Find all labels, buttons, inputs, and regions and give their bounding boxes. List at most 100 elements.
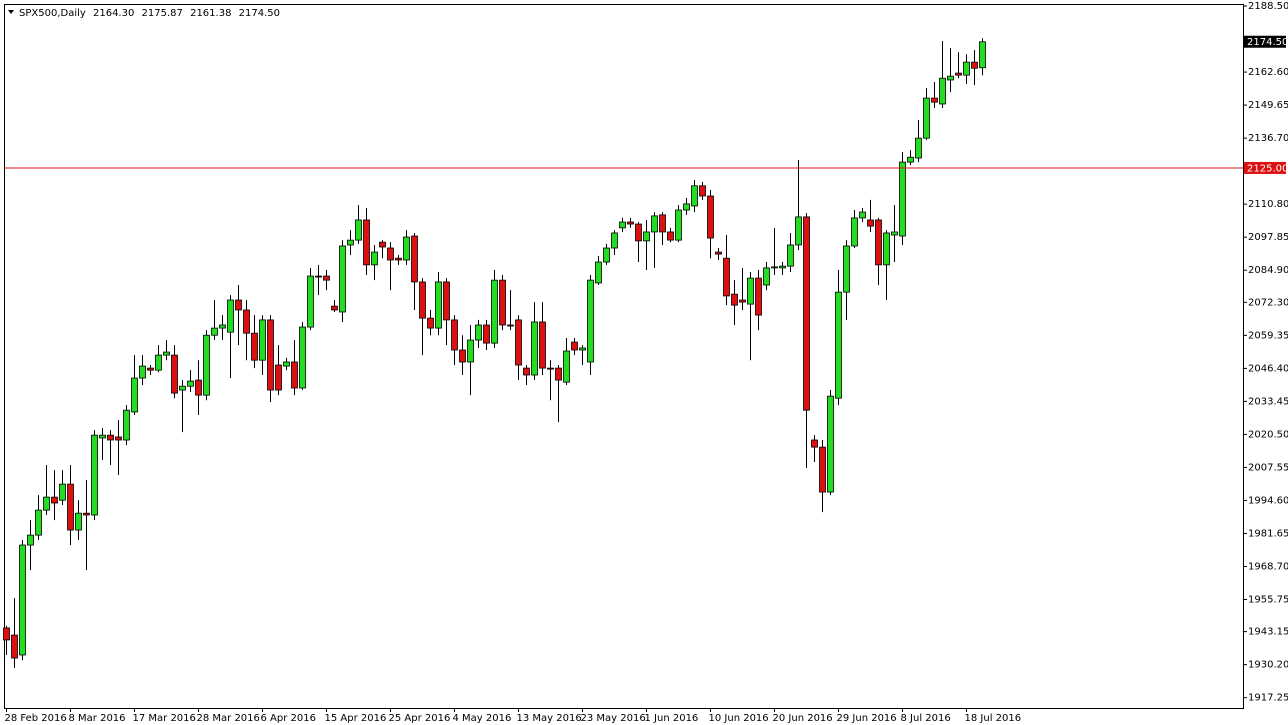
menu-arrow[interactable]: [8, 10, 14, 14]
y-tick-label: 2110.80: [1248, 199, 1288, 210]
bull-candle-body: [123, 409, 130, 441]
bear-candle-body: [723, 257, 730, 297]
bear-candle-body: [331, 305, 338, 311]
bull-candle-body: [27, 534, 34, 546]
bear-candle-body: [667, 231, 674, 241]
y-tick-label: 2020.50: [1248, 429, 1288, 440]
bear-candle-body: [291, 361, 298, 389]
bear-candle-body: [635, 223, 642, 242]
bear-candle-body: [411, 235, 418, 283]
bear-candle-body: [267, 319, 274, 391]
bull-candle-body: [211, 327, 218, 336]
x-tick-label: 23 May 2016: [581, 713, 646, 724]
bear-candle-body: [803, 216, 810, 411]
y-tick-label: 1955.75: [1248, 595, 1288, 606]
x-tick-label: 28 Mar 2016: [197, 713, 260, 724]
bear-candle-body: [707, 195, 714, 239]
bull-candle-body: [563, 350, 570, 383]
x-tick-label: 8 Jul 2016: [901, 713, 951, 724]
bear-candle-body: [83, 512, 90, 516]
y-tick-label: 2033.45: [1248, 396, 1288, 407]
x-tick-label: 4 May 2016: [453, 713, 512, 724]
bear-candle-body: [547, 367, 554, 370]
bull-candle-body: [187, 380, 194, 387]
bear-candle-body: [515, 319, 522, 366]
x-tick-label: 13 May 2016: [517, 713, 582, 724]
chart-title: SPX500,Daily: [19, 8, 86, 19]
bull-candle-body: [851, 217, 858, 247]
bear-candle-body: [459, 349, 466, 363]
bull-candle-body: [899, 161, 906, 237]
y-tick-label: 1917.25: [1248, 693, 1288, 704]
x-tick-label: 28 Feb 2016: [5, 713, 67, 724]
bear-candle-body: [195, 379, 202, 396]
bull-candle-body: [947, 75, 954, 81]
bear-candle-body: [571, 341, 578, 351]
bull-candle-body: [43, 496, 50, 511]
bear-candle-body: [867, 219, 874, 227]
bull-candle-body: [907, 156, 914, 163]
bull-candle-body: [691, 185, 698, 207]
bull-candle-body: [595, 261, 602, 284]
bear-candle-body: [875, 219, 882, 266]
bear-candle-body: [451, 319, 458, 351]
y-tick-label: 2046.40: [1248, 363, 1288, 374]
bull-candle-body: [859, 211, 866, 219]
y-tick-label: 2007.55: [1248, 462, 1288, 473]
y-tick-label: 2097.85: [1248, 232, 1288, 243]
bear-candle-body: [115, 436, 122, 441]
bear-candle-body: [171, 354, 178, 394]
bear-candle-body: [739, 299, 746, 303]
bull-candle-body: [219, 324, 226, 329]
bull-candle-body: [163, 351, 170, 356]
bull-candle-body: [771, 266, 778, 269]
bear-candle-body: [379, 241, 386, 248]
bull-candle-body: [963, 61, 970, 76]
y-tick-label: 2084.90: [1248, 265, 1288, 276]
bull-candle-body: [91, 434, 98, 516]
bull-candle-body: [843, 245, 850, 293]
close-label: 2174.50: [239, 8, 280, 19]
x-tick-label: 10 Jun 2016: [709, 713, 769, 724]
bear-candle-body: [243, 309, 250, 334]
bull-candle-body: [939, 77, 946, 105]
x-tick-label: 25 Apr 2016: [389, 713, 451, 724]
bear-candle-body: [51, 496, 58, 504]
bear-candle-body: [627, 221, 634, 225]
bull-candle-body: [883, 232, 890, 266]
bull-candle-body: [827, 395, 834, 493]
bull-candle-body: [59, 483, 66, 501]
bull-candle-body: [475, 324, 482, 341]
bear-candle-body: [499, 279, 506, 326]
x-tick-label: 29 Jun 2016: [837, 713, 897, 724]
y-tick-label: 1994.60: [1248, 495, 1288, 506]
bull-candle-body: [651, 215, 658, 233]
bull-candle-body: [763, 267, 770, 286]
y-tick-label: 2188.50: [1248, 1, 1288, 12]
bull-candle-body: [675, 209, 682, 241]
bear-candle-body: [275, 364, 282, 391]
bull-candle-body: [179, 385, 186, 391]
bear-candle-body: [811, 439, 818, 448]
bull-candle-body: [307, 275, 314, 328]
bear-candle-body: [507, 324, 514, 327]
y-tick-label: 2072.30: [1248, 297, 1288, 308]
bull-candle-body: [299, 326, 306, 389]
bull-candle-body: [747, 277, 754, 305]
bear-candle-body: [731, 293, 738, 306]
low-label: 2161.38: [190, 8, 231, 19]
bull-candle-body: [579, 347, 586, 351]
bull-candle-body: [131, 377, 138, 413]
bear-candle-body: [523, 367, 530, 376]
x-tick-label: 18 Jul 2016: [965, 713, 1022, 724]
bear-candle-body: [67, 483, 74, 531]
bear-candle-body: [395, 257, 402, 261]
x-tick-label: 1 Jun 2016: [645, 713, 699, 724]
chart-header: SPX500,Daily 2164.30 2175.87 2161.38 217…: [19, 8, 280, 19]
y-tick-label: 1981.65: [1248, 528, 1288, 539]
bull-candle-body: [19, 544, 26, 656]
bear-candle-body: [659, 214, 666, 233]
bull-candle-body: [795, 216, 802, 246]
bear-candle-body: [755, 277, 762, 316]
